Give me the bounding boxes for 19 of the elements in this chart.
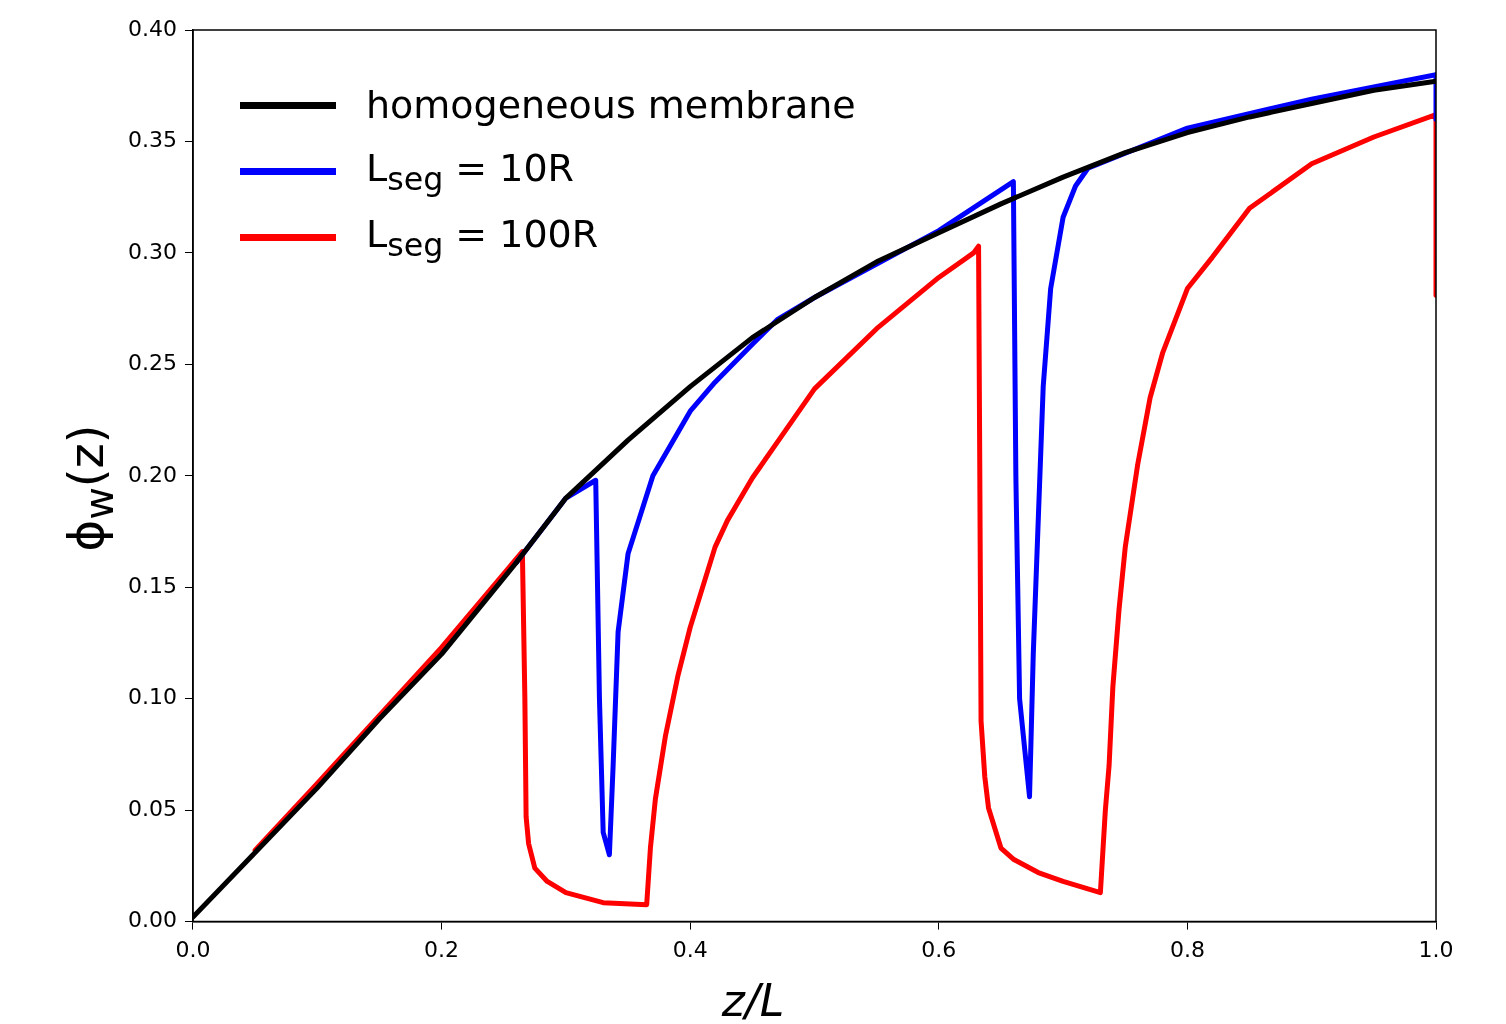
x-tick-label: 0.0 (175, 936, 211, 962)
x-tick-label: 0.4 (672, 936, 708, 962)
y-tick-label: 0.25 (128, 350, 177, 376)
y-tick-label: 0.30 (128, 238, 177, 264)
y-tick-label: 0.05 (128, 795, 177, 821)
y-tick-label: 0.40 (128, 15, 177, 41)
y-tick-label: 0.15 (128, 572, 177, 598)
x-axis-title: z/L (720, 975, 786, 1024)
y-tick-label: 0.10 (128, 684, 177, 710)
y-tick-label: 0.20 (128, 461, 177, 487)
y-tick-label: 0.00 (128, 907, 177, 933)
x-tick-label: 0.6 (921, 936, 957, 962)
legend-label: L$_{seg}$ = 100R (366, 211, 599, 263)
legend-label: homogeneous membrane (366, 83, 856, 127)
x-tick-label: 1.0 (1418, 936, 1454, 962)
x-tick-label: 0.2 (424, 936, 460, 962)
legend-label: L$_{seg}$ = 10R (366, 145, 575, 197)
y-tick-label: 0.35 (128, 127, 177, 153)
x-tick-label: 0.8 (1169, 936, 1205, 962)
